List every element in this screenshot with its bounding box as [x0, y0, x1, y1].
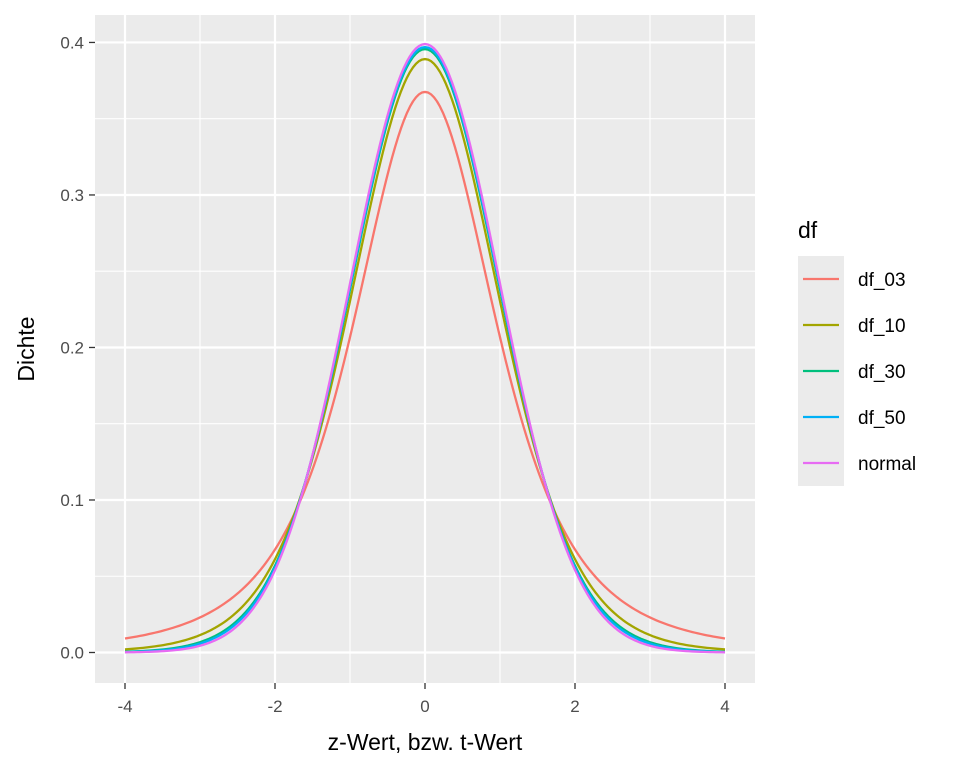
x-tick-label: -4	[117, 697, 132, 716]
x-tick-label: 0	[420, 697, 429, 716]
series-line-df_30	[124, 47, 726, 653]
series-line-df_10	[124, 57, 726, 651]
series-line-df_50	[124, 45, 726, 654]
x-tick-label: -2	[267, 697, 282, 716]
y-tick-label: 0.2	[60, 338, 84, 357]
series-line-normal	[124, 42, 726, 654]
y-tick-label: 0.4	[60, 33, 84, 52]
legend-label-normal: normal	[858, 454, 916, 475]
legend-label-df_10: df_10	[858, 316, 906, 337]
legend-label-df_50: df_50	[858, 408, 906, 429]
x-axis: -4 -2 0 2 4	[117, 683, 730, 716]
x-tick-label: 2	[570, 697, 579, 716]
legend-label-df_30: df_30	[858, 362, 906, 383]
series-line-df_03	[124, 90, 726, 640]
series-lines	[124, 42, 726, 654]
y-axis-title: Dichte	[13, 316, 39, 381]
legend-title: df	[798, 217, 818, 243]
y-axis: 0.0 0.1 0.2 0.3 0.4	[60, 33, 95, 662]
legend-label-df_03: df_03	[858, 270, 906, 291]
y-tick-label: 0.3	[60, 186, 84, 205]
y-tick-label: 0.0	[60, 643, 84, 662]
y-tick-label: 0.1	[60, 491, 84, 510]
x-tick-label: 4	[720, 697, 729, 716]
x-axis-title: z-Wert, bzw. t-Wert	[328, 729, 523, 755]
